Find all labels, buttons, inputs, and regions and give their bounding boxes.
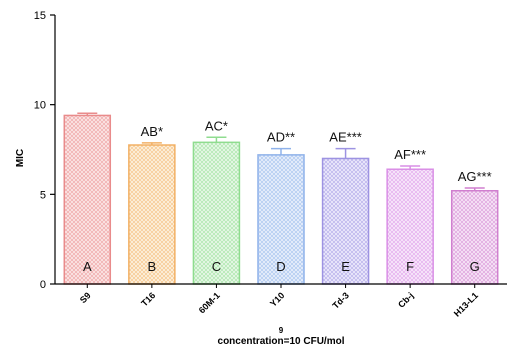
x-tick-label: Y10: [268, 290, 286, 308]
significance-label: AE***: [329, 130, 362, 145]
bar-y10: [257, 154, 305, 285]
x-axis: S9 T16 60M-1 Y10 Td-3 Cb-j H13-L1: [55, 283, 507, 319]
significance-label: AC*: [205, 118, 228, 133]
y-tick-label: 10: [34, 100, 46, 112]
significance-label: AF***: [394, 147, 426, 162]
y-tick-label: 15: [34, 10, 46, 22]
x-tick-label: H13-L1: [452, 290, 480, 318]
x-axis-title: concentration=10 CFU/mol: [218, 336, 345, 347]
y-tick-label: 0: [40, 279, 46, 291]
x-tick-label: Td-3: [330, 290, 351, 311]
bar-t16: [128, 144, 176, 285]
bar-td-3: [321, 157, 370, 285]
x-axis-title-superscript: 9: [279, 326, 284, 335]
y-axis-title: MIC: [15, 149, 26, 167]
bar-s9: [63, 114, 112, 285]
bars-group: A AB* B AC* C AD** D AE*** E AF*** F AG*** G: [63, 112, 499, 285]
x-tick-label: T16: [139, 290, 157, 308]
significance-label: AD**: [267, 130, 295, 145]
significance-label: AB*: [141, 124, 163, 139]
y-axis: 0 5 10 15: [34, 10, 56, 291]
bar-letter: F: [406, 259, 414, 274]
x-tick-label: S9: [78, 290, 93, 305]
bar-letter: D: [276, 259, 285, 274]
x-tick-label: 60M-1: [197, 290, 222, 315]
x-tick-label: Cb-j: [396, 290, 415, 309]
bar-letter: G: [470, 259, 480, 274]
y-tick-label: 5: [40, 189, 46, 201]
bar-letter: A: [83, 259, 92, 274]
bar-letter: C: [212, 259, 221, 274]
bar-letter: B: [148, 259, 157, 274]
bar-letter: E: [341, 259, 350, 274]
significance-label: AG***: [458, 169, 492, 184]
